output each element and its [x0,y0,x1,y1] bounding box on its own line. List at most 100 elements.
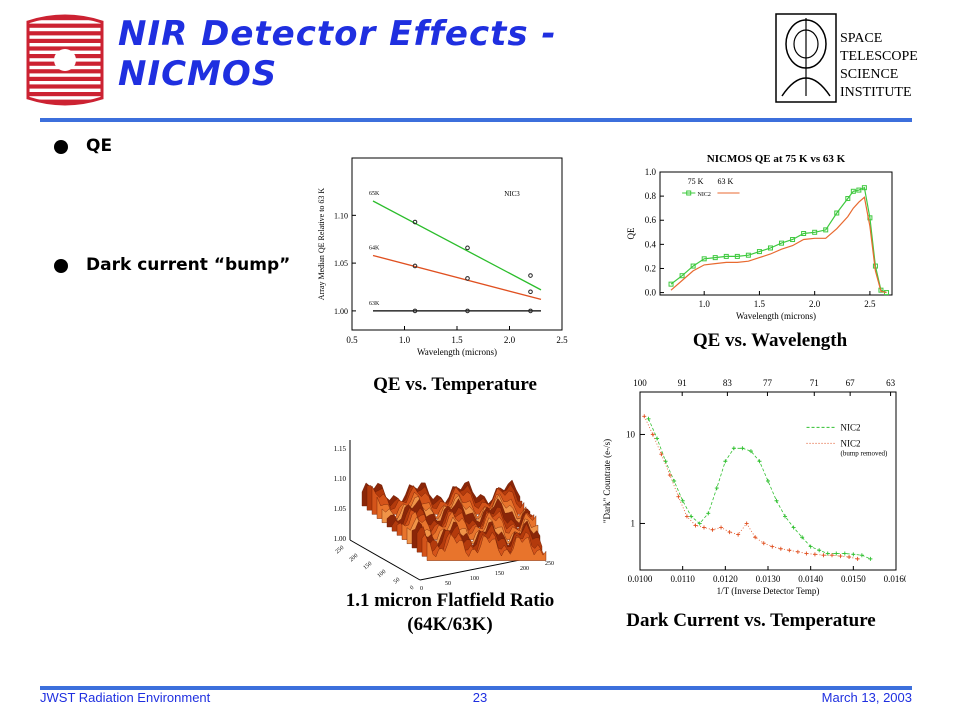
data-point [528,289,533,295]
caption-qe-wavelength: QE vs. Wavelength [692,330,848,351]
data-point [693,523,698,528]
x-tick-label: 200 [520,566,529,572]
caption-qe-temperature: QE vs. Temperature [373,374,537,395]
z-tick-label: 1.05 [334,505,347,513]
y-tick-label: 100 [377,569,388,579]
data-point [676,494,681,499]
y-tick-label: 200 [349,553,360,563]
data-point [842,551,847,556]
data-point [838,554,843,559]
data-point [753,535,758,540]
x-tick-label: 150 [495,571,504,577]
y-tick-label: 1 [631,518,636,528]
logo-text-line: TELESCOPE [840,49,918,64]
y-axis-label: Array Median QE Relative to 63 K [317,188,326,301]
y-axis-label: QE [626,227,636,239]
data-point [719,525,724,530]
data-point [770,544,775,549]
stsci-logo-left [26,14,104,106]
x-tick-label: 1.0 [699,299,711,309]
footer-date: March 13, 2003 [821,690,912,705]
plot-frame [351,157,563,331]
data-point [850,188,856,194]
data-point [823,227,829,233]
data-point [801,231,807,236]
x-tick-label: 0.0100 [628,574,653,584]
bullet-qe: QE [86,136,113,156]
x-tick-label: 0.5 [346,335,358,345]
footer-rule [40,686,912,690]
page-number: 23 [472,690,488,705]
data-point [868,556,873,561]
data-point [712,255,718,261]
data-point [701,256,707,262]
data-point [689,514,694,519]
logo-stripe [28,76,102,81]
x-axis-label: Wavelength (microns) [417,347,497,357]
logo-stripe [28,69,102,74]
data-point [845,196,851,202]
data-point [851,552,856,557]
data-point [774,498,779,503]
x-tick-label: 0.0160 [884,574,906,584]
z-tick-label: 1.15 [334,445,347,453]
x-tick-label: 0.0130 [756,574,781,584]
legend-title: 75 K [688,177,704,186]
header-rule [40,118,912,122]
data-point [679,273,685,279]
series-line [643,416,858,560]
logo-stripe [28,16,102,21]
data-point [723,253,729,259]
data-point [650,432,655,437]
data-point [825,551,830,556]
data-point [766,479,770,483]
qe-vs-wavelength-chart: NICMOS QE at 75 K vs 63 K 1.0 1.5 2.0 2.5 0.0… [626,153,893,321]
series-line [372,200,542,291]
chart-title: NICMOS QE at 75 K vs 63 K [707,153,846,165]
data-point [790,237,796,243]
series-line [670,196,887,294]
plot-frame [659,171,893,296]
x-tick-label: 0 [420,586,423,590]
data-point [697,521,702,526]
data-point [778,546,783,551]
data-point [878,287,884,293]
y-tick-label: 1.10 [334,211,348,220]
x-tick-label: 1.5 [754,299,766,309]
logo-stripe [28,92,102,97]
page-title: NIR Detector Effects - NICMOS [118,14,557,94]
logo-text-line: SPACE [840,31,882,46]
logo-text-line: SCIENCE [840,67,898,82]
x-tick-label: 2.0 [504,335,516,345]
top-tick-label: 83 [723,378,733,388]
data-point [812,552,817,557]
data-point [761,541,766,546]
data-point [847,554,852,559]
data-point [783,514,788,519]
series-label: 65K [369,191,380,197]
top-tick-label: 91 [678,378,687,388]
logo-stripe [28,46,102,51]
data-point [465,308,470,314]
series-line [372,254,542,301]
top-tick-label: 63 [886,378,896,388]
data-point [817,548,822,553]
x-tick-label: 2.5 [556,335,568,345]
data-point [745,252,751,258]
data-point [748,449,753,454]
caption-flatfield-1: 1.1 micron Flatfield Ratio [345,590,555,611]
top-tick-label: 77 [763,378,773,388]
data-point [659,452,664,457]
x-tick-label: 50 [445,581,451,587]
data-point [834,551,839,556]
top-tick-label: 100 [633,378,647,388]
data-point [528,308,533,314]
bullet-icon [54,259,68,273]
x-tick-label: 0.0140 [798,574,823,584]
dark-current-chart: 0.0100 0.0110 0.0120 0.0130 0.0140 0.0150 0.01… [602,378,906,596]
data-point [663,459,668,464]
data-point [734,253,740,259]
surface-band [426,533,547,561]
data-point [706,511,711,516]
x-tick-label: 100 [470,576,479,582]
